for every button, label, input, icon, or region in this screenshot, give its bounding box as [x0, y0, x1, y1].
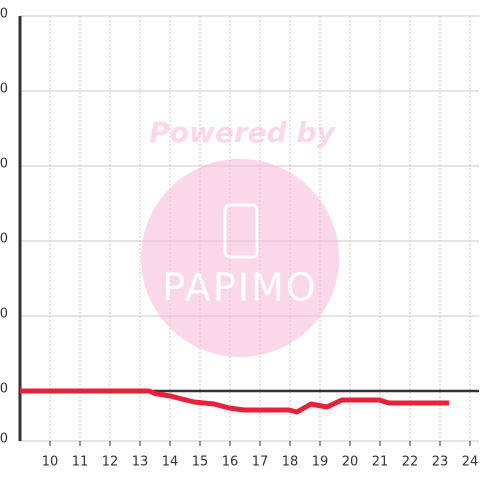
x-tick-label: 15	[192, 455, 209, 470]
x-tick-label: 10	[42, 455, 59, 470]
y-tick-label: 60,000	[0, 232, 8, 247]
watermark: Powered by PAPIMO	[141, 116, 339, 357]
x-tick-label: 14	[162, 455, 179, 470]
watermark-phone	[223, 203, 259, 259]
y-tick-label: 150,000	[0, 7, 8, 22]
x-tick-label: 22	[402, 455, 419, 470]
x-tick-label: 16	[222, 455, 239, 470]
x-tick-label: 20	[342, 455, 359, 470]
y-tick-label: 0	[0, 382, 8, 397]
y-tick-label: 120,000	[0, 82, 8, 97]
watermark-brand: PAPIMO	[162, 266, 317, 310]
y-tick-label: -20,000	[0, 432, 8, 447]
watermark-title: Powered by	[149, 116, 336, 149]
y-tick-label: 30,000	[0, 307, 8, 322]
x-tick-label: 19	[312, 455, 329, 470]
x-tick-label: 18	[282, 455, 299, 470]
x-tick-label: 17	[252, 455, 269, 470]
x-tick-label: 21	[372, 455, 389, 470]
series-line	[20, 388, 449, 415]
x-tick-label: 11	[72, 455, 89, 470]
x-tick-label: 12	[102, 455, 119, 470]
x-tick-label: 23	[432, 455, 449, 470]
x-tick-label: 24	[462, 455, 479, 470]
y-tick-label: 90,000	[0, 157, 8, 172]
x-tick-label: 13	[132, 455, 149, 470]
